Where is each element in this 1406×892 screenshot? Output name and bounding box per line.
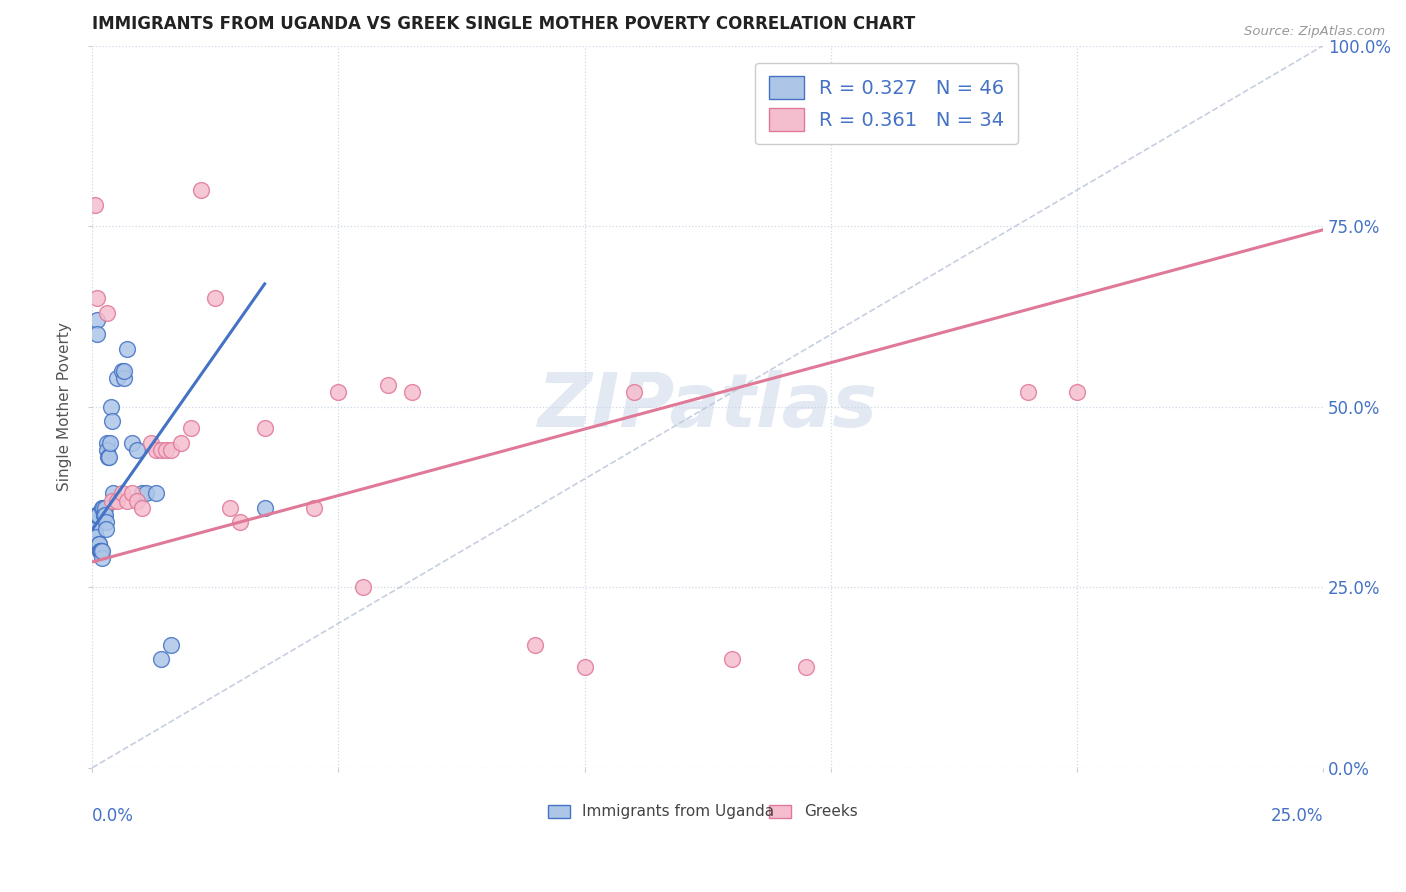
Point xyxy=(90,544,112,558)
Point xyxy=(155,442,177,457)
Text: Greeks: Greeks xyxy=(804,804,858,819)
Point xyxy=(96,442,118,457)
Point xyxy=(180,421,202,435)
Point xyxy=(574,659,596,673)
Point xyxy=(131,486,153,500)
Point xyxy=(111,363,134,377)
Point xyxy=(86,327,108,342)
Point xyxy=(112,363,135,377)
Point xyxy=(100,400,122,414)
Point xyxy=(83,515,105,529)
Point xyxy=(91,500,114,515)
Point xyxy=(204,292,226,306)
Point xyxy=(84,530,107,544)
Point xyxy=(105,371,128,385)
Point xyxy=(105,493,128,508)
Point xyxy=(93,508,115,522)
Point xyxy=(87,508,110,522)
Point xyxy=(229,515,252,529)
Point xyxy=(89,537,111,551)
Point xyxy=(98,435,121,450)
Point xyxy=(93,500,115,515)
Point xyxy=(115,342,138,356)
Point xyxy=(352,580,374,594)
Point xyxy=(94,508,117,522)
Point xyxy=(86,508,108,522)
Point xyxy=(111,486,134,500)
Point xyxy=(84,508,107,522)
Point xyxy=(125,442,148,457)
Point xyxy=(145,486,167,500)
Point xyxy=(131,500,153,515)
Point xyxy=(90,551,112,566)
Point xyxy=(125,493,148,508)
Point xyxy=(101,493,124,508)
Text: 25.0%: 25.0% xyxy=(1271,807,1323,825)
Point xyxy=(190,183,212,197)
Point xyxy=(219,500,242,515)
Point xyxy=(101,486,124,500)
Point xyxy=(84,523,107,537)
Point xyxy=(89,544,111,558)
Point xyxy=(135,486,157,500)
Point xyxy=(302,500,325,515)
Point xyxy=(121,435,143,450)
Point xyxy=(83,197,105,211)
Point xyxy=(328,385,350,400)
Point xyxy=(145,442,167,457)
Point xyxy=(253,500,276,515)
Point xyxy=(401,385,423,400)
Point xyxy=(170,435,193,450)
Point xyxy=(93,508,115,522)
Text: 0.0%: 0.0% xyxy=(93,807,134,825)
Point xyxy=(115,493,138,508)
Point xyxy=(721,652,744,666)
Point xyxy=(150,442,173,457)
Point xyxy=(90,544,112,558)
Point xyxy=(94,515,117,529)
Point xyxy=(112,371,135,385)
Point xyxy=(101,414,124,428)
Point xyxy=(87,537,110,551)
Legend: R = 0.327   N = 46, R = 0.361   N = 34: R = 0.327 N = 46, R = 0.361 N = 34 xyxy=(755,62,1018,145)
Point xyxy=(97,450,120,465)
Point xyxy=(524,638,547,652)
Point xyxy=(160,638,183,652)
Point xyxy=(91,500,114,515)
Point xyxy=(160,442,183,457)
Point xyxy=(1017,385,1039,400)
Point xyxy=(94,523,117,537)
Bar xyxy=(769,805,792,818)
Point xyxy=(121,486,143,500)
Y-axis label: Single Mother Poverty: Single Mother Poverty xyxy=(58,322,72,491)
Point xyxy=(141,435,163,450)
Point xyxy=(83,515,105,529)
Text: ZIPatlas: ZIPatlas xyxy=(537,370,877,443)
Point xyxy=(253,421,276,435)
Point xyxy=(623,385,645,400)
Point xyxy=(377,378,399,392)
Text: Source: ZipAtlas.com: Source: ZipAtlas.com xyxy=(1244,25,1385,38)
Point xyxy=(150,652,173,666)
Point xyxy=(96,435,118,450)
Point xyxy=(91,544,114,558)
Point xyxy=(1066,385,1088,400)
Point xyxy=(98,450,121,465)
Bar xyxy=(548,805,569,818)
Point xyxy=(86,292,108,306)
Text: IMMIGRANTS FROM UGANDA VS GREEK SINGLE MOTHER POVERTY CORRELATION CHART: IMMIGRANTS FROM UGANDA VS GREEK SINGLE M… xyxy=(93,15,915,33)
Point xyxy=(86,313,108,327)
Text: Immigrants from Uganda: Immigrants from Uganda xyxy=(582,804,775,819)
Point xyxy=(794,659,817,673)
Point xyxy=(89,544,111,558)
Point xyxy=(96,306,118,320)
